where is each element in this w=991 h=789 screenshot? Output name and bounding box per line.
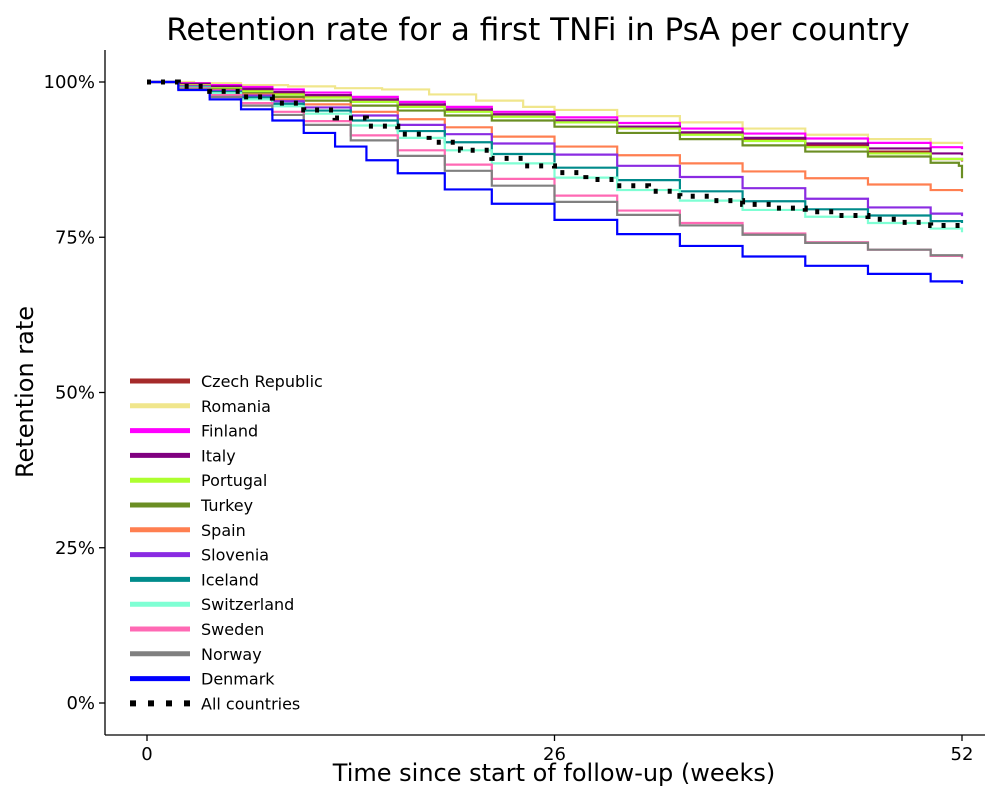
legend-label-slovenia: Slovenia [201,546,269,565]
legend: Czech Republic Romania Finland Italy Portuga… [130,372,323,713]
legend-label-norway: Norway [201,645,262,664]
y-axis-title: Retention rate [11,306,39,478]
legend-label-iceland: Iceland [201,570,259,589]
y-tick-label: 50% [55,383,95,404]
legend-label-spain: Spain [201,521,246,540]
series-layer [147,79,965,284]
legend-label-finland: Finland [201,422,258,441]
legend-label-czech-republic: Czech Republic [201,372,323,391]
series-line-romania [147,80,964,145]
legend-label-turkey: Turkey [200,496,253,515]
x-tick-label: 52 [951,744,974,765]
y-tick-label: 25% [55,538,95,559]
chart-title: Retention rate for a first TNFi in PsA p… [166,12,909,48]
y-tick-label: 0% [66,693,95,714]
legend-label-denmark: Denmark [201,670,275,689]
x-tick-label: 26 [543,744,566,765]
x-axis-title: Time since start of follow-up (weeks) [332,759,775,787]
legend-label-romania: Romania [201,397,271,416]
y-tick-label: 75% [55,227,95,248]
legend-label-all-countries: All countries [201,694,300,713]
plot-area: 0% 25% 50% 75% 100% 0 26 52 [44,50,985,765]
series-line-denmark [147,80,964,284]
legend-label-italy: Italy [201,446,236,465]
legend-label-sweden: Sweden [201,620,264,639]
legend-label-portugal: Portugal [201,471,267,490]
y-axis-ticks: 0% 25% 50% 75% 100% [44,72,105,714]
x-tick-label: 0 [141,744,152,765]
y-tick-label: 100% [44,72,95,93]
x-axis-ticks: 0 26 52 [141,735,973,765]
legend-label-switzerland: Switzerland [201,595,294,614]
